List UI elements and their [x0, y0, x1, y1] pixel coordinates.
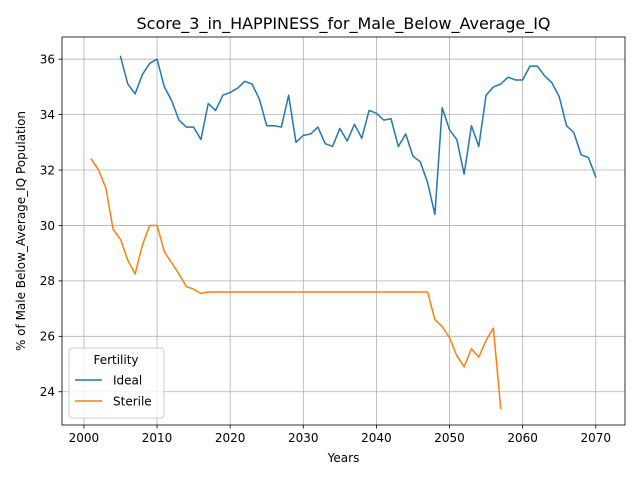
- x-axis-ticks: 2000 2010 2020 2030 2040 2050 2060 2070: [69, 425, 611, 445]
- legend-label-sterile: Sterile: [113, 395, 152, 409]
- x-tick-label: 2040: [361, 431, 392, 445]
- x-tick-label: 2030: [288, 431, 319, 445]
- x-tick-label: 2020: [215, 431, 246, 445]
- y-tick-label: 28: [40, 274, 55, 288]
- y-axis-label: % of Male Below_Average_IQ Population: [14, 111, 28, 351]
- y-tick-label: 32: [40, 163, 55, 177]
- y-tick-label: 36: [40, 52, 55, 66]
- y-tick-label: 26: [40, 330, 55, 344]
- y-tick-label: 30: [40, 219, 55, 233]
- series-lines: [90, 55, 597, 410]
- x-tick-label: 2010: [142, 431, 173, 445]
- legend-title: Fertility: [93, 353, 138, 367]
- legend-label-ideal: Ideal: [113, 374, 142, 388]
- plot-frame: [61, 36, 626, 426]
- y-axis-ticks: 24 26 28 30 32 34 36: [40, 52, 62, 399]
- x-tick-label: 2070: [580, 431, 611, 445]
- legend: Fertility Ideal Sterile: [68, 347, 165, 419]
- chart-title: Score_3_in_HAPPINESS_for_Male_Below_Aver…: [136, 14, 550, 34]
- x-tick-label: 2050: [434, 431, 465, 445]
- x-axis-label: Years: [327, 451, 360, 465]
- series-line-ideal: [119, 55, 597, 216]
- y-tick-label: 24: [40, 385, 55, 399]
- x-tick-label: 2000: [69, 431, 100, 445]
- series-line-sterile: [90, 157, 502, 410]
- y-tick-label: 34: [40, 108, 55, 122]
- x-tick-label: 2060: [507, 431, 538, 445]
- grid: [62, 37, 625, 425]
